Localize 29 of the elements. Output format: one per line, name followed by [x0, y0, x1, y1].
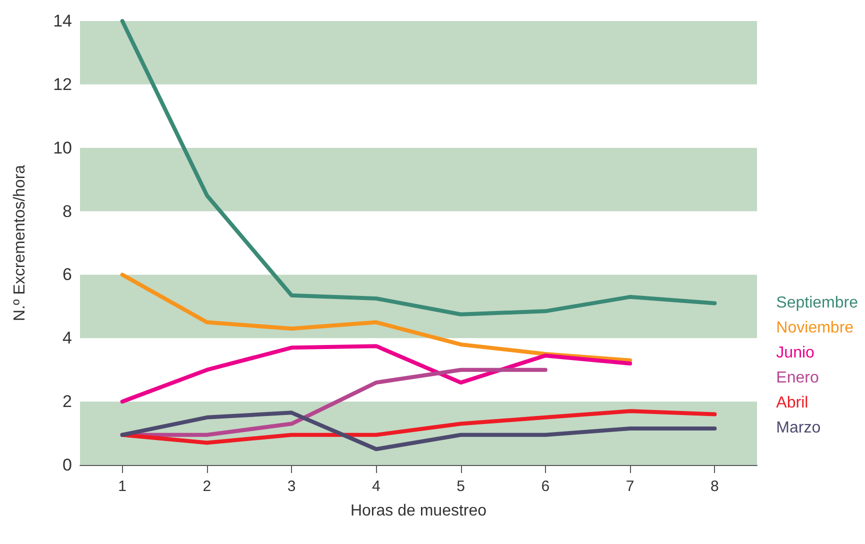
x-tick-label: 3 [287, 478, 296, 495]
x-tick-label: 1 [118, 478, 126, 495]
text: Junio [776, 344, 815, 362]
line-series [120, 272, 632, 362]
line-series [120, 409, 717, 445]
text: Abril [776, 394, 808, 412]
x-tick-label: 4 [372, 478, 380, 495]
x-axis-title: Horas de muestreo [350, 502, 487, 520]
y-tick-label: 4 [62, 328, 72, 348]
y-tick-label: 2 [62, 392, 72, 412]
x-tick-label: 6 [541, 478, 550, 495]
line-series [120, 410, 717, 452]
x-tick-label: 8 [710, 478, 719, 495]
y-tick-label: 14 [53, 12, 72, 30]
y-tick-label: 10 [53, 138, 72, 158]
y-tick-label: 12 [53, 74, 72, 94]
y-tick-label: 8 [62, 202, 72, 221]
line-series [120, 19, 717, 316]
x-tick-label: 7 [626, 478, 634, 495]
text: Septiembre [776, 294, 858, 312]
text: Enero [776, 370, 819, 386]
y-tick-label: 0 [62, 456, 72, 474]
text: Marzo [776, 420, 821, 436]
x-tick-label: 5 [456, 478, 465, 495]
line-series [120, 344, 632, 404]
text: Noviembre [776, 320, 854, 336]
y-tick-label: 6 [62, 265, 72, 284]
x-tick-label: 2 [202, 478, 212, 495]
y-axis-title: N.º Excrementos/hora [12, 164, 28, 322]
